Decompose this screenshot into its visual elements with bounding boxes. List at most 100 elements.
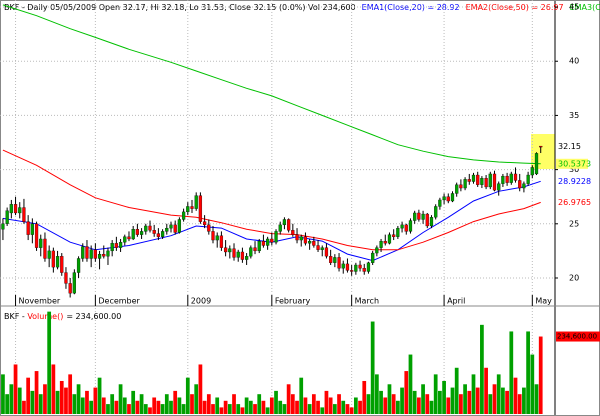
- candle-body: [476, 174, 480, 185]
- candle-body: [13, 204, 18, 214]
- last-price-tag: 32.15: [558, 142, 581, 151]
- x-tick-label: May: [535, 297, 552, 306]
- volume-bar: [1, 374, 5, 414]
- volume-bar: [421, 384, 425, 414]
- volume-bar: [492, 384, 497, 414]
- candle-body: [211, 231, 215, 241]
- candle-body: [534, 153, 539, 175]
- volume-bar: [17, 387, 22, 414]
- volume-bar: [328, 397, 333, 414]
- volume-bar: [480, 324, 484, 414]
- volume-bar: [202, 400, 207, 414]
- candle-body: [22, 207, 26, 222]
- volume-bar: [358, 400, 362, 414]
- volume-bar: [383, 397, 388, 414]
- candle-body: [215, 235, 219, 241]
- volume-bar: [475, 387, 480, 414]
- volume-bar: [282, 404, 287, 414]
- volume-name: Volume(): [27, 312, 63, 321]
- candle-body: [518, 180, 522, 189]
- volume-bar: [395, 400, 400, 414]
- volume-bar: [26, 377, 31, 414]
- candle-body: [299, 236, 303, 241]
- volume-bar: [366, 394, 371, 414]
- candle-body: [85, 246, 89, 259]
- x-tick-label: April: [447, 297, 465, 306]
- candle-body: [177, 219, 182, 233]
- candle-body: [413, 212, 417, 221]
- candle-body: [455, 184, 459, 194]
- volume-bar: [68, 374, 73, 414]
- candle-body: [371, 252, 375, 263]
- candle-body: [350, 270, 354, 272]
- volume-bar: [379, 390, 383, 414]
- candle-body: [207, 224, 211, 232]
- candle-body: [257, 240, 261, 252]
- candle-body: [497, 183, 501, 191]
- candle-body: [261, 240, 266, 246]
- candle-body: [47, 250, 51, 259]
- candle-body: [97, 253, 102, 259]
- volume-bar: [307, 404, 312, 414]
- candle-body: [446, 196, 450, 202]
- volume-bar: [459, 394, 463, 414]
- volume-bar: [299, 377, 304, 414]
- candle-body: [358, 264, 362, 269]
- volume-bar: [429, 400, 434, 414]
- volume-bar: [181, 404, 186, 414]
- volume-bar: [110, 394, 115, 414]
- volume-bar: [240, 407, 245, 414]
- ema-tag-bg: [556, 197, 588, 208]
- volume-bar: [55, 390, 60, 414]
- candle-body: [135, 229, 140, 235]
- candle-body: [324, 247, 329, 257]
- volume-bar: [265, 407, 270, 414]
- volume-bar: [471, 374, 476, 414]
- candle-body: [219, 235, 224, 248]
- candle-body: [396, 227, 400, 237]
- candle-body: [333, 257, 337, 263]
- candle-body: [190, 206, 194, 209]
- candle-body: [194, 195, 198, 209]
- volume-bar: [257, 394, 262, 414]
- candle-body: [463, 179, 467, 189]
- candle-body: [291, 230, 295, 235]
- candle-body: [30, 223, 34, 235]
- volume-bar: [261, 400, 266, 414]
- volume-bar: [303, 397, 308, 414]
- volume-bar: [505, 390, 509, 414]
- candle-body: [9, 204, 13, 214]
- y-tick-label: 35: [569, 111, 579, 120]
- volume-bar: [22, 400, 26, 414]
- candle-body: [530, 167, 534, 176]
- volume-bar: [131, 390, 136, 414]
- x-tick-label: November: [19, 297, 61, 306]
- candle-body: [68, 283, 72, 294]
- candle-body: [501, 175, 505, 184]
- y-tick-label: 45: [569, 3, 579, 12]
- volume-bar: [353, 397, 358, 414]
- candle-body: [64, 272, 68, 284]
- volume-bar: [64, 387, 68, 414]
- candle-body: [421, 213, 425, 220]
- volume-bar: [374, 374, 379, 414]
- y-tick-label: 30: [569, 165, 579, 174]
- ema-tag: 26.9765: [558, 198, 591, 207]
- volume-bar: [135, 400, 140, 414]
- candle-body: [375, 247, 379, 254]
- volume-bar: [530, 354, 535, 414]
- volume-bar: [215, 397, 220, 414]
- volume-bar: [526, 331, 530, 414]
- volume-bar: [488, 394, 493, 414]
- candle-body: [102, 253, 106, 257]
- candle-body: [173, 224, 177, 233]
- candle-body: [266, 238, 270, 246]
- candle-body: [165, 227, 169, 232]
- volume-bar: [286, 384, 291, 414]
- volume-bar: [290, 394, 295, 414]
- candle-body: [253, 247, 257, 252]
- candle-body: [526, 174, 530, 184]
- candle-body: [152, 230, 156, 234]
- volume-bar: [513, 377, 518, 414]
- candle-body: [39, 238, 43, 248]
